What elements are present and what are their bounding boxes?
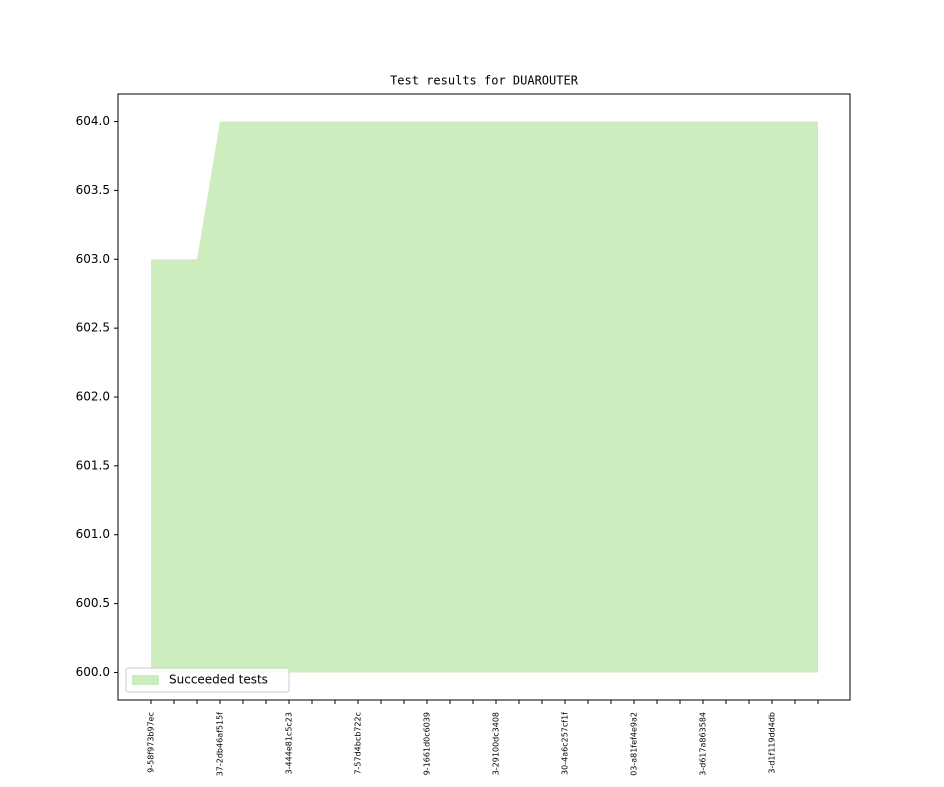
area (151, 121, 818, 673)
y-tick-label: 604.0 (76, 114, 110, 128)
legend-box (125, 667, 290, 693)
x-tick-label: 3-29100dc3408 (492, 712, 501, 775)
y-tick-label: 600.5 (76, 596, 110, 610)
legend-swatch (132, 675, 159, 685)
x-tick-label: 9-58f973b97ec (147, 712, 156, 773)
x-tick-label: 37-2db46af515f (216, 712, 225, 776)
legend-label: Succeeded tests (169, 673, 268, 687)
x-tick-label: 3-444e81c5c23 (285, 712, 294, 774)
y-tick-label: 602.0 (76, 390, 110, 404)
x-tick-label: 3-d1f119dd4db (768, 712, 777, 774)
x-tick-label: 3-d617a863584 (699, 712, 708, 776)
y-tick-label: 603.5 (76, 183, 110, 197)
x-tick-label: 03-a81fef4e9a2 (630, 712, 639, 776)
y-tick-label: 601.0 (76, 527, 110, 541)
x-tick-label: 30-4a6c257cf1f (561, 712, 570, 775)
x-tick-label: 9-1661d0c6039 (423, 712, 432, 775)
y-tick-label: 600.0 (76, 665, 110, 679)
x-tick-label: 7-57d4bcb722c (354, 712, 363, 775)
y-tick-label: 603.0 (76, 252, 110, 266)
chart-title: Test results for DUAROUTER (390, 74, 579, 88)
y-tick-label: 601.5 (76, 458, 110, 472)
y-tick-label: 602.5 (76, 321, 110, 335)
